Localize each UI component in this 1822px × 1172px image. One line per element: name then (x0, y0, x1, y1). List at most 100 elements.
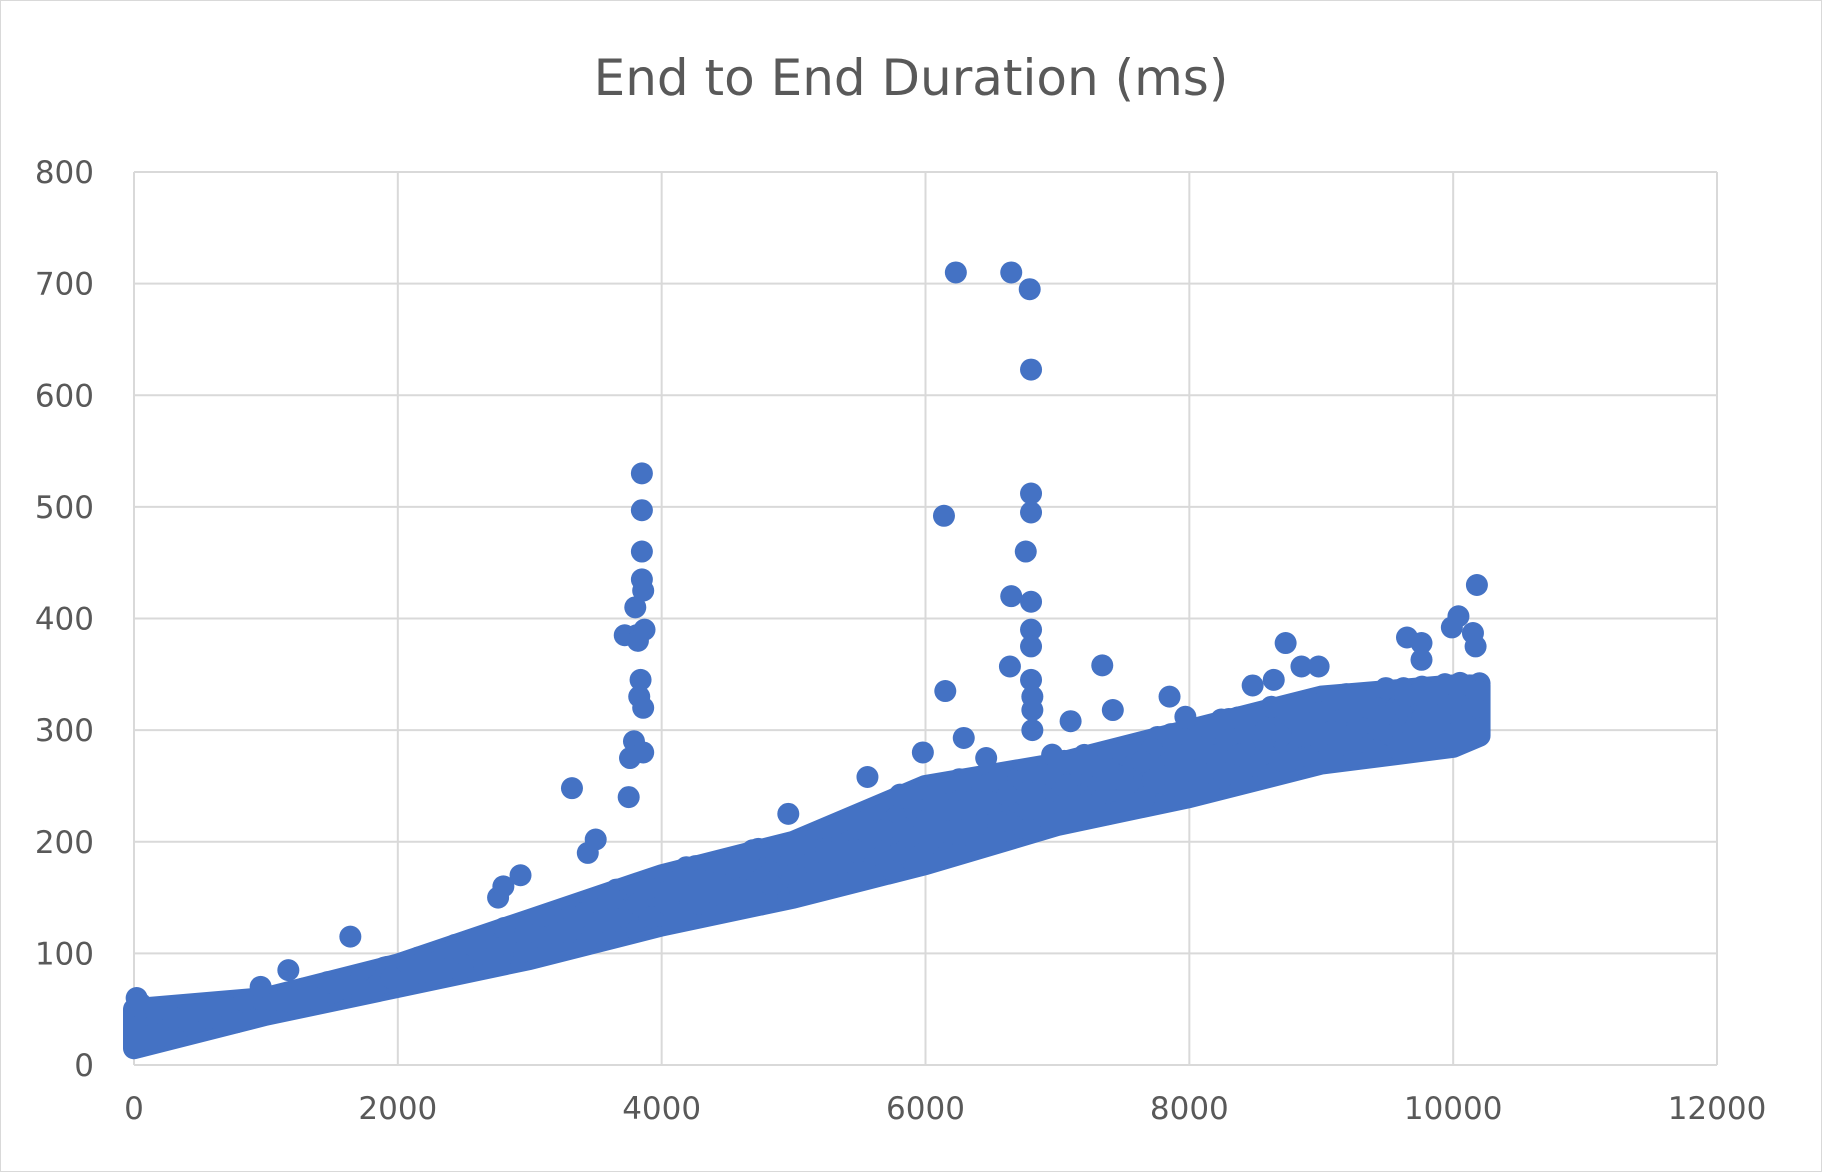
data-point (917, 852, 940, 875)
data-point (486, 953, 509, 976)
data-point (1394, 685, 1417, 708)
data-point (1020, 590, 1043, 613)
x-tick-label: 4000 (622, 1091, 701, 1127)
data-point (740, 878, 763, 901)
data-point (1290, 655, 1313, 678)
data-point (882, 860, 905, 883)
data-point (707, 852, 730, 875)
x-tick-label: 10000 (1404, 1091, 1503, 1127)
y-tick-label: 700 (35, 267, 94, 303)
data-point (975, 747, 998, 770)
data-point (1369, 743, 1392, 766)
chart-title: End to End Duration (ms) (594, 49, 1229, 107)
data-point (1055, 774, 1078, 797)
data-point (905, 778, 928, 801)
y-tick-label: 500 (35, 490, 94, 526)
data-point (233, 989, 256, 1012)
data-point (1028, 796, 1051, 819)
data-point (1194, 715, 1217, 738)
data-point (873, 819, 896, 842)
data-point (339, 925, 362, 948)
data-point (601, 887, 624, 910)
data-point (1397, 731, 1420, 754)
data-point (653, 891, 676, 914)
data-point (1020, 482, 1043, 505)
data-point (996, 784, 1019, 807)
data-point (584, 828, 607, 851)
data-point (278, 990, 301, 1013)
y-tick-label: 400 (35, 602, 94, 638)
data-point (1464, 635, 1487, 658)
data-point (1422, 709, 1445, 732)
data-point (1026, 765, 1049, 788)
data-point (1017, 818, 1040, 841)
data-point (1274, 632, 1297, 655)
y-tick-label: 600 (35, 378, 94, 414)
data-point (303, 987, 326, 1010)
data-point (493, 917, 516, 940)
data-point (1074, 792, 1097, 815)
data-point (632, 579, 655, 602)
data-point (1018, 278, 1041, 301)
data-point (1000, 585, 1023, 608)
data-point (954, 798, 977, 821)
data-point (843, 838, 866, 861)
data-point (437, 957, 460, 980)
data-point (741, 839, 764, 862)
data-point (1321, 688, 1344, 711)
data-point (569, 905, 592, 928)
y-tick-label: 800 (35, 155, 94, 191)
data-point (672, 859, 695, 882)
data-points (123, 261, 1491, 1058)
data-point (951, 770, 974, 793)
data-point (1130, 750, 1153, 773)
data-point (952, 726, 975, 749)
data-point (277, 959, 300, 982)
data-point (249, 975, 272, 998)
data-point (1322, 723, 1345, 746)
data-point (1020, 635, 1043, 658)
data-point (633, 618, 656, 641)
data-point (630, 540, 653, 563)
data-point (1447, 605, 1470, 628)
data-point (815, 860, 838, 883)
x-tick-label: 2000 (358, 1091, 437, 1127)
data-point (617, 786, 640, 809)
data-point (847, 861, 870, 884)
data-point (1217, 707, 1240, 730)
data-point (789, 881, 812, 904)
data-point (624, 596, 647, 619)
data-point (492, 875, 515, 898)
data-point (129, 992, 152, 1015)
x-tick-label: 0 (124, 1091, 144, 1127)
data-point (1020, 618, 1043, 641)
data-point (732, 856, 755, 879)
data-point (856, 766, 879, 789)
data-point (1059, 710, 1082, 733)
gridlines (133, 171, 1718, 1066)
data-point (1041, 743, 1064, 766)
data-point (1020, 668, 1043, 691)
data-point (1020, 358, 1043, 381)
data-point (1016, 781, 1039, 804)
data-point (587, 911, 610, 934)
data-point (632, 696, 655, 719)
data-point (944, 261, 967, 284)
data-point (1307, 655, 1330, 678)
data-point (399, 953, 422, 976)
data-point (1228, 743, 1251, 766)
data-point (1467, 680, 1490, 703)
data-point (975, 774, 998, 797)
data-point (975, 790, 998, 813)
data-point (932, 504, 955, 527)
data-point (1293, 691, 1316, 714)
data-point (186, 999, 209, 1022)
data-point (1346, 716, 1369, 739)
data-point (396, 970, 419, 993)
data-point (1440, 728, 1463, 751)
data-point (1101, 699, 1124, 722)
data-point (440, 940, 463, 963)
